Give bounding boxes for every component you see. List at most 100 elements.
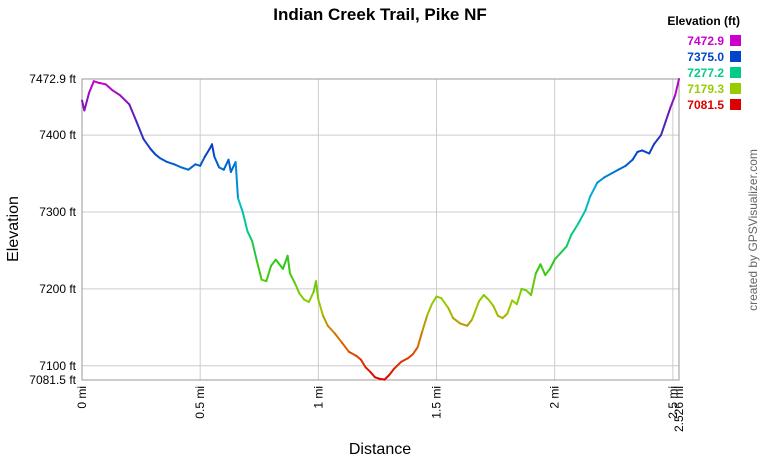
x-tick-label-5: 2.5 mi bbox=[666, 386, 680, 419]
elevation-segment-37 bbox=[274, 258, 284, 270]
elevation-segment-56 bbox=[369, 370, 377, 379]
elevation-segment-98 bbox=[589, 181, 599, 198]
elevation-segment-52 bbox=[348, 350, 358, 357]
x-axis-label: Distance bbox=[349, 441, 411, 458]
elevation-segment-62 bbox=[400, 357, 410, 363]
elevation-segment-76 bbox=[478, 294, 485, 303]
elevation-segment-48 bbox=[322, 314, 329, 327]
elevation-segment-40 bbox=[288, 272, 296, 284]
elevation-segment-30 bbox=[241, 210, 249, 233]
x-tick-label-4: 2 mi bbox=[548, 386, 562, 409]
elevation-segment-60 bbox=[388, 367, 395, 377]
x-axis-ticks: 0 mi 0.5 mi 1 mi 1.5 mi 2 mi 2.5 mi2.526 mi bbox=[75, 386, 686, 432]
y-axis-label: Elevation bbox=[5, 196, 22, 262]
elevation-segment-31 bbox=[246, 230, 254, 243]
elevation-segment-7 bbox=[118, 94, 131, 106]
x-tick-label-1: 0.5 mi bbox=[193, 386, 207, 419]
elevation-segment-13 bbox=[158, 157, 169, 163]
elevation-segment-44 bbox=[307, 290, 315, 303]
elevation-segment-29 bbox=[236, 197, 244, 213]
elevation-segment-1 bbox=[83, 91, 91, 112]
elevation-segment-104 bbox=[631, 150, 639, 161]
elevation-segment-71 bbox=[447, 307, 455, 320]
legend-item-label-1: 7375.0 bbox=[687, 50, 724, 64]
y-tick-label-4: 7100 ft bbox=[39, 359, 76, 373]
elevation-segment-87 bbox=[530, 272, 537, 297]
y-tick-label-2: 7300 ft bbox=[39, 205, 76, 219]
elevation-segment-73 bbox=[459, 322, 469, 327]
elevation-segment-19 bbox=[199, 155, 206, 167]
elevation-segment-6 bbox=[111, 89, 121, 97]
elevation-segment-107 bbox=[648, 143, 655, 155]
y-axis-ticks: 7472.9 ft 7400 ft 7300 ft 7200 ft 7100 ft708… bbox=[29, 72, 76, 387]
elevation-segment-103 bbox=[624, 158, 634, 167]
legend-item-label-3: 7179.3 bbox=[687, 82, 724, 96]
elevation-segment-112 bbox=[674, 78, 680, 97]
elevation-segment-26 bbox=[227, 158, 232, 173]
elevation-segment-59 bbox=[383, 374, 391, 381]
elevation-segment-2 bbox=[88, 80, 95, 94]
legend-item-label-0: 7472.9 bbox=[687, 34, 724, 48]
elevation-segment-17 bbox=[187, 163, 197, 171]
elevation-segment-39 bbox=[286, 254, 291, 275]
y-tick-label-3: 7200 ft bbox=[39, 282, 76, 296]
elevation-segment-5 bbox=[104, 83, 114, 92]
x-tick-label-0: 0 mi bbox=[75, 386, 89, 409]
elevation-segment-64 bbox=[411, 346, 419, 356]
y-tick-label-5: 7081.5 ft bbox=[29, 373, 76, 387]
elevation-segment-106 bbox=[641, 149, 651, 155]
elevation-segment-12 bbox=[154, 153, 161, 160]
elevation-segment-66 bbox=[421, 314, 429, 333]
elevation-segment-70 bbox=[440, 297, 450, 310]
elevation-segment-109 bbox=[660, 120, 667, 137]
elevation-segment-89 bbox=[539, 263, 547, 277]
elevation-segment-96 bbox=[577, 209, 587, 225]
elevation-segment-111 bbox=[669, 94, 677, 109]
elevation-segment-42 bbox=[298, 292, 306, 301]
elevation-segment-47 bbox=[317, 298, 325, 317]
legend-swatch-4 bbox=[730, 99, 741, 110]
elevation-segment-38 bbox=[281, 254, 289, 270]
elevation-segment-97 bbox=[584, 195, 592, 212]
credit-text: created by GPSVisualizer.com bbox=[746, 149, 760, 311]
elevation-segment-95 bbox=[570, 222, 580, 237]
elevation-segment-110 bbox=[664, 106, 672, 123]
legend-title: Elevation (ft) bbox=[667, 14, 740, 28]
elevation-segment-41 bbox=[293, 281, 301, 295]
elevation-segment-101 bbox=[610, 168, 620, 175]
elevation-segment-16 bbox=[180, 166, 190, 171]
elevation-segment-82 bbox=[506, 299, 514, 315]
x-tick-label-6: 2.526 mi bbox=[672, 386, 686, 432]
elevation-segment-77 bbox=[482, 294, 490, 301]
elevation-segment-67 bbox=[426, 303, 433, 317]
elevation-segment-33 bbox=[255, 260, 263, 281]
elevation-segment-8 bbox=[128, 103, 138, 123]
y-tick-label-0: 7472.9 ft bbox=[29, 72, 76, 86]
elevation-segment-46 bbox=[314, 280, 320, 301]
elevation-segment-23 bbox=[213, 155, 221, 169]
elevation-segment-92 bbox=[553, 253, 561, 261]
x-tick-label-3: 1.5 mi bbox=[430, 386, 444, 419]
elevation-segment-68 bbox=[430, 295, 438, 306]
elevation-segment-50 bbox=[333, 332, 343, 344]
elevation-segment-15 bbox=[173, 163, 183, 169]
elevation-segment-55 bbox=[364, 366, 372, 373]
chart-title: Indian Creek Trail, Pike NF bbox=[273, 5, 487, 24]
elevation-segment-65 bbox=[416, 330, 424, 349]
elevation-segment-108 bbox=[652, 134, 663, 146]
legend-swatch-3 bbox=[730, 83, 741, 94]
plot-frame bbox=[81, 78, 680, 381]
elevation-segment-10 bbox=[142, 137, 152, 150]
legend-swatch-0 bbox=[730, 35, 741, 46]
elevation-segment-78 bbox=[487, 298, 495, 307]
elevation-segment-35 bbox=[265, 264, 273, 283]
elevation-segment-4 bbox=[97, 81, 107, 86]
elevation-segment-102 bbox=[617, 164, 627, 171]
elevation-segment-74 bbox=[466, 318, 473, 327]
elevation-segment-9 bbox=[135, 120, 145, 140]
legend-swatch-1 bbox=[730, 51, 741, 62]
elevation-segment-49 bbox=[326, 324, 336, 335]
elevation-segment-22 bbox=[210, 143, 216, 158]
elevation-segment-54 bbox=[359, 358, 367, 369]
grid bbox=[81, 78, 680, 381]
